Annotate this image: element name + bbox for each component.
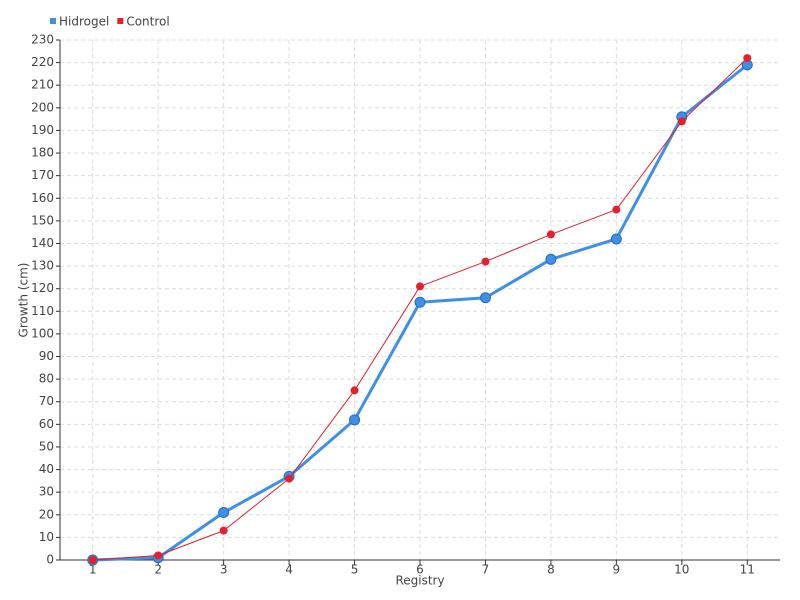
y-tick-label: 150 [31, 213, 54, 227]
point [219, 526, 228, 535]
y-tick-label: 200 [31, 100, 54, 114]
x-tick-label: 9 [613, 563, 621, 577]
point [88, 556, 97, 564]
x-tick-label: 6 [416, 563, 424, 577]
y-tick-label: 70 [39, 394, 54, 408]
y-tick-label: 170 [31, 168, 54, 182]
x-axis-title: Registry [395, 574, 444, 588]
y-tick-label: 160 [31, 191, 54, 205]
y-tick-label: 50 [39, 439, 54, 453]
y-tick-label: 190 [31, 123, 54, 137]
point [154, 551, 163, 560]
y-tick-label: 0 [46, 553, 54, 567]
point [218, 507, 230, 519]
y-tick-label: 180 [31, 146, 54, 160]
x-tick-label: 7 [482, 563, 490, 577]
x-tick-label: 2 [154, 563, 162, 577]
y-tick-label: 100 [31, 326, 54, 340]
x-tick-label: 10 [674, 563, 689, 577]
point [349, 414, 361, 426]
point [350, 386, 359, 395]
x-tick-label: 11 [740, 563, 755, 577]
y-tick-label: 20 [39, 507, 54, 521]
y-tick-label: 10 [39, 530, 54, 544]
y-tick-label: 220 [31, 55, 54, 69]
point [285, 474, 294, 483]
point [481, 257, 490, 266]
point [743, 54, 752, 63]
y-tick-label: 110 [31, 304, 54, 318]
x-tick-label: 8 [547, 563, 555, 577]
y-tick-label: 210 [31, 78, 54, 92]
point [414, 296, 426, 308]
point [612, 205, 621, 214]
y-tick-label: 130 [31, 259, 54, 273]
legend-label: Hidrogel [59, 15, 109, 29]
x-tick-label: 4 [285, 563, 293, 577]
y-tick-label: 80 [39, 372, 54, 386]
x-tick-label: 3 [220, 563, 228, 577]
point [677, 117, 686, 126]
y-tick-label: 40 [39, 462, 54, 476]
legend-label: Control [126, 15, 169, 29]
legend-swatch [117, 18, 124, 24]
y-axis-title: Growth (cm) [17, 263, 31, 338]
y-tick-label: 140 [31, 236, 54, 250]
y-tick-label: 120 [31, 281, 54, 295]
y-tick-label: 230 [31, 33, 54, 47]
point [416, 282, 424, 291]
point [545, 253, 557, 265]
y-tick-label: 90 [39, 349, 54, 363]
point [479, 292, 491, 304]
y-tick-label: 30 [39, 485, 54, 499]
x-tick-label: 1 [89, 563, 97, 577]
point [546, 230, 555, 239]
legend-swatch [50, 18, 56, 24]
point [610, 233, 622, 245]
y-tick-label: 60 [39, 417, 54, 431]
x-tick-label: 5 [351, 563, 359, 577]
